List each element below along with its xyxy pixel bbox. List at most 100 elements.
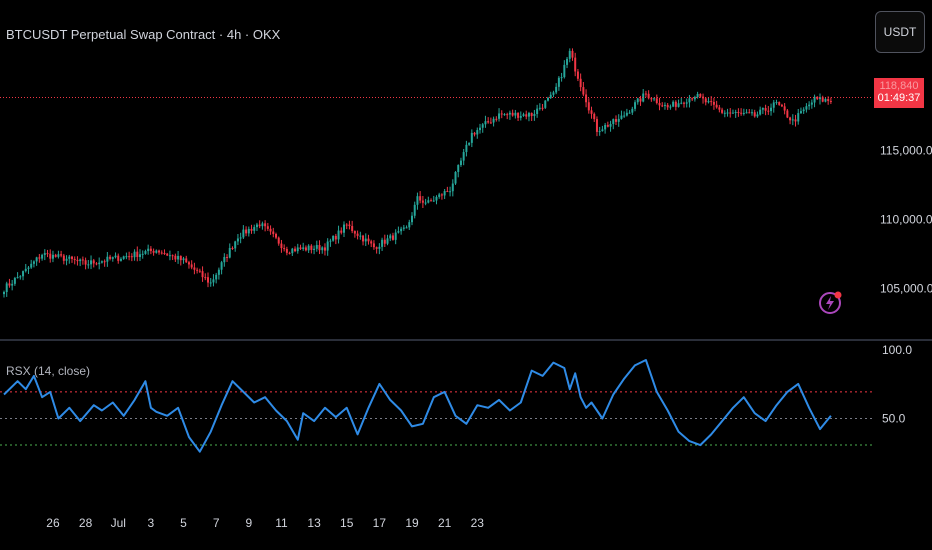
candle [718,104,721,113]
candle [639,95,642,106]
candle [391,232,394,241]
candle [538,103,541,111]
candle [772,100,775,113]
candle [359,231,362,240]
candle [740,108,743,116]
candle [721,107,724,115]
candle [590,106,593,119]
candle [8,278,11,288]
candle [76,256,79,266]
candle [663,102,666,110]
candle [696,91,699,99]
candle [527,111,530,122]
candle [430,198,433,202]
candle [90,255,93,270]
candle [272,227,275,238]
candle [492,116,495,127]
candle [204,273,207,281]
candle [400,226,403,235]
candle [209,277,212,287]
candle [691,97,694,102]
candle [226,254,229,262]
currency-button[interactable]: USDT [875,11,925,53]
price-axis[interactable]: 105,000.0 110,000.0 115,000.0 [880,143,932,295]
candle [242,225,245,240]
candle [601,125,604,132]
candle [117,253,120,264]
candle [704,97,707,106]
candle [122,255,125,260]
candle [187,260,190,269]
indicator-label[interactable]: RSX (14, close) [6,364,91,378]
candle [234,240,237,252]
candle [731,109,734,114]
candle [427,196,430,204]
lightning-bolt-icon[interactable] [815,288,845,318]
candle [519,111,522,121]
candle [54,253,57,258]
candle [119,257,122,262]
candle [139,249,141,261]
time-tick-label: 28 [79,516,93,530]
rsx-pane[interactable] [0,359,872,453]
rsx-tick-label: 100.0 [882,343,912,357]
candle [84,257,87,270]
candle [275,232,277,240]
candle [364,233,367,247]
candle [623,111,626,118]
candle [353,230,356,238]
candle [824,97,827,103]
price-pane[interactable] [0,48,872,298]
candle [198,268,201,273]
candle [571,48,574,61]
candle [266,222,269,231]
candle [177,250,180,264]
candle [255,222,258,232]
candle [421,195,424,209]
candle [729,108,732,118]
candle [487,117,490,124]
time-tick-label: 23 [471,516,485,530]
candle [693,95,696,102]
candle [38,253,41,263]
candle [726,108,729,117]
candle [30,259,33,269]
candle [258,220,261,229]
candle [751,109,753,116]
time-axis[interactable]: 26 28 Jul 3 5 7 9 11 13 15 17 19 21 23 [46,516,484,530]
candle [674,100,677,111]
candle [479,123,481,134]
time-tick-label: 5 [180,516,187,530]
candle [432,195,435,202]
candle [114,252,117,259]
candle [302,242,305,251]
price-tick-label: 115,000.0 [880,143,932,157]
candle [574,52,577,77]
candle [207,272,209,288]
candle [753,109,756,118]
candle [634,100,637,112]
candle [141,250,144,259]
candle [644,90,647,98]
candle [593,112,596,122]
rsx-axis[interactable]: 100.0 50.0 [882,343,912,425]
candle [378,243,381,255]
candle [449,186,452,197]
candle [87,259,90,269]
candle [514,109,517,119]
candle [794,114,797,127]
candle [362,234,365,246]
candle [367,234,370,245]
candle [658,97,661,111]
candle [653,97,656,102]
candle [11,279,14,291]
candle [424,198,427,206]
candle [62,253,65,265]
candle [128,251,131,261]
candle [313,245,316,255]
candle [57,250,60,259]
candle [454,171,457,185]
time-tick-label: 11 [275,516,288,530]
candle [799,107,802,114]
